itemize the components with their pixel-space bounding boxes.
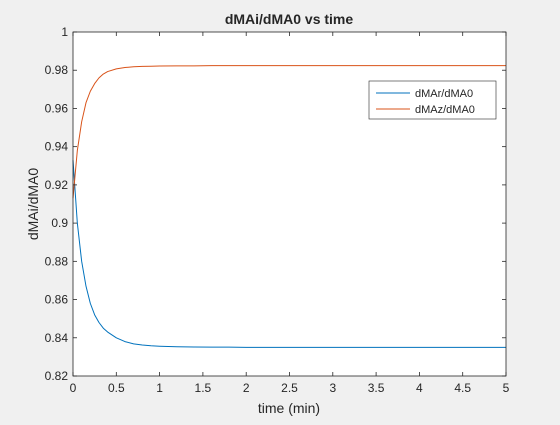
x-tick-label: 1.5 bbox=[195, 381, 212, 395]
y-tick-label: 0.86 bbox=[45, 293, 69, 307]
x-tick-label: 3.5 bbox=[368, 381, 385, 395]
y-tick-label: 0.94 bbox=[45, 140, 69, 154]
x-tick-label: 0.5 bbox=[108, 381, 125, 395]
x-tick-label: 4.5 bbox=[454, 381, 471, 395]
series-line-dmaz bbox=[72, 65, 506, 199]
legend-label-dmaz: dMAz/dMA0 bbox=[415, 104, 475, 116]
legend-box bbox=[368, 80, 497, 120]
series-line-dmar bbox=[72, 160, 506, 348]
y-tick-label: 0.9 bbox=[51, 216, 68, 230]
y-tick-label: 0.98 bbox=[45, 63, 69, 77]
y-axis-label: dMAi/dMA0 bbox=[25, 168, 41, 241]
chart-title: dMAi/dMA0 vs time bbox=[225, 11, 354, 27]
x-tick-label: 2 bbox=[243, 381, 250, 395]
series-layer bbox=[72, 65, 506, 348]
legend: dMAr/dMA0 dMAz/dMA0 bbox=[368, 80, 497, 120]
x-tick-label: 4 bbox=[416, 381, 423, 395]
y-tick-label: 0.84 bbox=[45, 331, 69, 345]
y-tick-label: 0.82 bbox=[45, 369, 69, 383]
y-tick-label: 0.96 bbox=[45, 101, 69, 115]
y-tick-label: 1 bbox=[61, 25, 68, 39]
tick-layer: 0 0.5 1 1.5 2 2.5 3 3.5 4 4.5 5 0.82 0.84 0.86 0.88 0.9… bbox=[45, 25, 510, 395]
x-axis-label: time (min) bbox=[258, 400, 320, 416]
x-tick-label: 3 bbox=[329, 381, 336, 395]
y-tick-label: 0.92 bbox=[45, 178, 69, 192]
x-tick-label: 1 bbox=[156, 381, 163, 395]
legend-label-dmar: dMAr/dMA0 bbox=[415, 88, 473, 100]
x-tick-label: 5 bbox=[503, 381, 510, 395]
x-tick-label: 2.5 bbox=[281, 381, 298, 395]
y-tick-label: 0.88 bbox=[45, 254, 69, 268]
x-tick-label: 0 bbox=[70, 381, 77, 395]
